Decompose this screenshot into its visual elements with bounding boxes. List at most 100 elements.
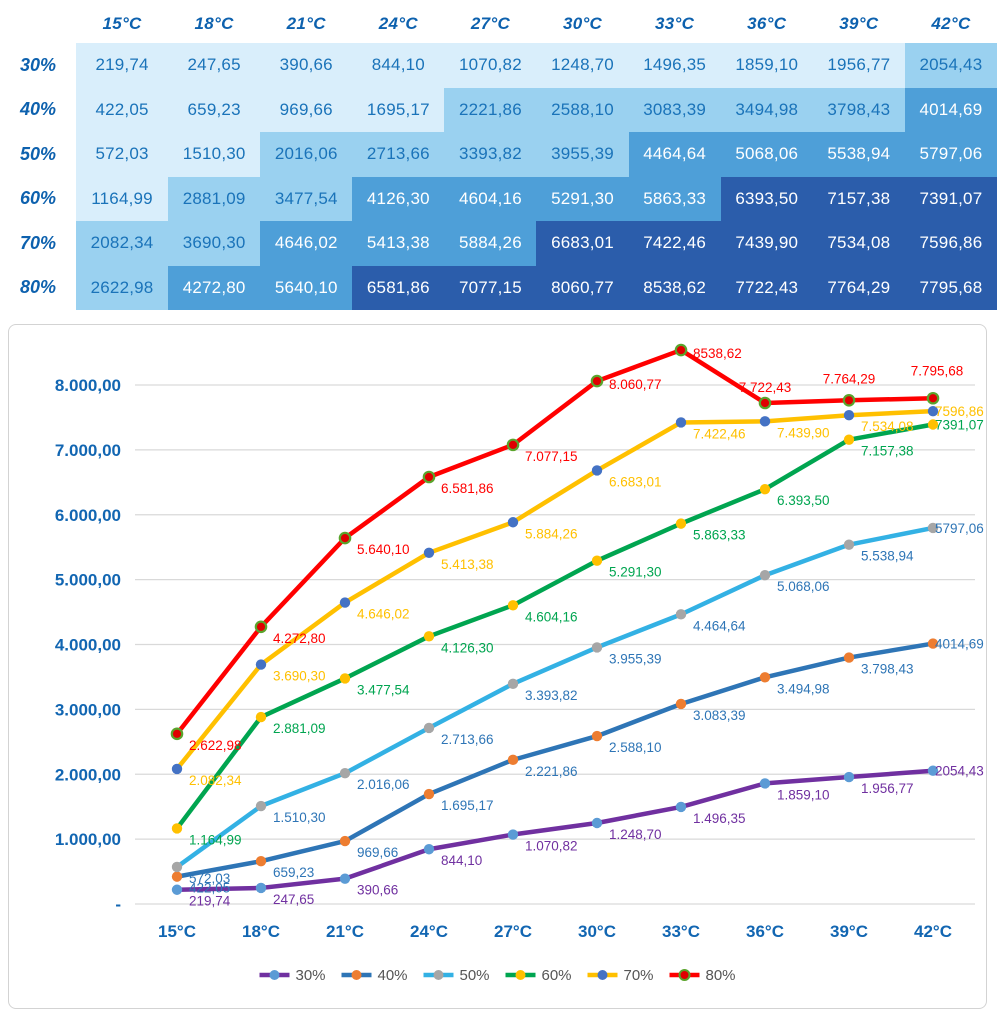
data-label-40%: 4014,69 <box>935 637 984 652</box>
heatmap-table-section: 15°C 18°C 21°C 24°C 27°C 30°C 33°C 36°C 39°C 42°C… <box>0 0 997 310</box>
legend-label: 70% <box>624 967 654 984</box>
table-cell: 3083,39 <box>628 87 721 132</box>
data-label-60%: 4.604,16 <box>525 609 578 624</box>
data-label-80%: 8.060,77 <box>609 377 662 392</box>
data-point-marker-50% <box>927 522 939 534</box>
data-point-marker-80% <box>842 393 856 407</box>
table-cell: 572,03 <box>76 132 169 177</box>
x-axis-tick-label: 27°C <box>494 922 532 941</box>
data-point-marker-80% <box>422 470 436 484</box>
table-cell: 2881,09 <box>168 176 261 221</box>
table-cell: 219,74 <box>76 43 169 88</box>
table-cell: 5413,38 <box>352 221 445 266</box>
temp-col-header: 39°C <box>812 5 905 43</box>
data-label-80%: 7.795,68 <box>911 363 964 378</box>
legend-label: 40% <box>378 967 408 984</box>
data-point-marker-40% <box>423 788 435 800</box>
data-label-80%: 6.581,86 <box>441 481 494 496</box>
table-cell: 7722,43 <box>720 265 813 310</box>
legend-item: 40% <box>341 967 408 984</box>
table-cell: 7439,90 <box>720 221 813 266</box>
data-label-30%: 2054,43 <box>935 764 984 779</box>
data-point-marker-50% <box>759 570 771 581</box>
data-point-marker-40% <box>759 672 771 683</box>
data-point-marker-70% <box>507 517 519 528</box>
data-point-marker-80% <box>758 396 772 410</box>
legend-item: 30% <box>259 967 326 984</box>
data-point-marker-70% <box>759 416 771 427</box>
series-line-30% <box>174 768 936 892</box>
data-label-30%: 1.070,82 <box>525 839 578 854</box>
x-axis-tick-label: 33°C <box>662 922 700 941</box>
y-axis-tick-label: 5.000,00 <box>55 571 121 590</box>
table-cell: 8060,77 <box>536 265 629 310</box>
data-label-70%: 4.646,02 <box>357 607 410 622</box>
x-axis-tick-label: 21°C <box>326 922 364 941</box>
table-cell: 2016,06 <box>260 132 353 177</box>
table-cell: 390,66 <box>260 43 353 88</box>
y-axis-tick-label: 6.000,00 <box>55 506 121 525</box>
humidity-row-label: 80% <box>0 265 76 310</box>
data-label-40%: 1.695,17 <box>441 798 494 813</box>
table-cell: 4126,30 <box>352 176 445 221</box>
data-label-80%: 2.622,98 <box>189 738 242 753</box>
data-point-marker-40% <box>591 730 603 742</box>
legend-label: 60% <box>542 967 572 984</box>
data-label-70%: 6.683,01 <box>609 474 662 489</box>
table-cell: 4464,64 <box>628 132 721 177</box>
data-label-70%: 3.690,30 <box>273 669 326 684</box>
data-point-marker-70% <box>423 547 435 559</box>
data-label-30%: 247,65 <box>273 892 314 907</box>
legend-label: 50% <box>460 967 490 984</box>
data-label-60%: 7.157,38 <box>861 444 914 459</box>
data-label-60%: 4.126,30 <box>441 640 494 655</box>
data-point-marker-60% <box>339 673 351 684</box>
data-label-80%: 5.640,10 <box>357 542 410 557</box>
table-cell: 247,65 <box>168 43 261 88</box>
data-label-80%: 7.077,15 <box>525 449 578 464</box>
table-cell: 2713,66 <box>352 132 445 177</box>
legend-marker-swatch <box>597 970 608 980</box>
data-label-50%: 1.510,30 <box>273 810 326 825</box>
table-cell: 7596,86 <box>904 221 997 266</box>
data-label-60%: 6.393,50 <box>777 493 830 508</box>
data-point-marker-50% <box>675 609 687 620</box>
legend-item: 60% <box>505 967 572 984</box>
table-cell: 6581,86 <box>352 265 445 310</box>
data-label-70%: 7.439,90 <box>777 425 830 440</box>
y-axis-tick-label: 7.000,00 <box>55 441 121 460</box>
table-cell: 3494,98 <box>720 87 813 132</box>
data-label-30%: 390,66 <box>357 883 398 898</box>
table-corner-cell <box>0 5 76 43</box>
table-cell: 7422,46 <box>628 221 721 266</box>
data-point-marker-60% <box>843 434 855 445</box>
data-point-marker-70% <box>255 659 267 670</box>
data-label-80%: 8538,62 <box>693 346 742 361</box>
humidity-row-label: 60% <box>0 176 76 221</box>
y-axis-tick-label: 1.000,00 <box>55 830 121 849</box>
data-point-marker-80% <box>506 438 520 452</box>
table-cell: 4646,02 <box>260 221 353 266</box>
table-cell: 8538,62 <box>628 265 721 310</box>
table-cell: 2221,86 <box>444 87 537 132</box>
data-label-50%: 5.068,06 <box>777 579 830 594</box>
table-cell: 1164,99 <box>76 176 169 221</box>
data-point-marker-30% <box>927 765 939 776</box>
data-point-marker-40% <box>171 871 183 882</box>
data-label-50%: 572,03 <box>189 871 230 886</box>
x-axis-tick-label: 39°C <box>830 922 868 941</box>
data-point-marker-50% <box>339 768 351 779</box>
data-label-40%: 3.083,39 <box>693 708 746 723</box>
table-cell: 1956,77 <box>812 43 905 88</box>
table-cell: 844,10 <box>352 43 445 88</box>
data-label-70%: 5.413,38 <box>441 557 494 572</box>
table-cell: 5797,06 <box>904 132 997 177</box>
series-line-60% <box>174 422 936 831</box>
table-cell: 7764,29 <box>812 265 905 310</box>
temp-col-header: 27°C <box>444 5 537 43</box>
y-axis-tick-label: - <box>115 895 121 914</box>
data-point-marker-70% <box>843 410 855 421</box>
data-point-marker-40% <box>927 638 939 649</box>
data-point-marker-30% <box>675 801 687 813</box>
data-label-50%: 3.955,39 <box>609 651 662 666</box>
